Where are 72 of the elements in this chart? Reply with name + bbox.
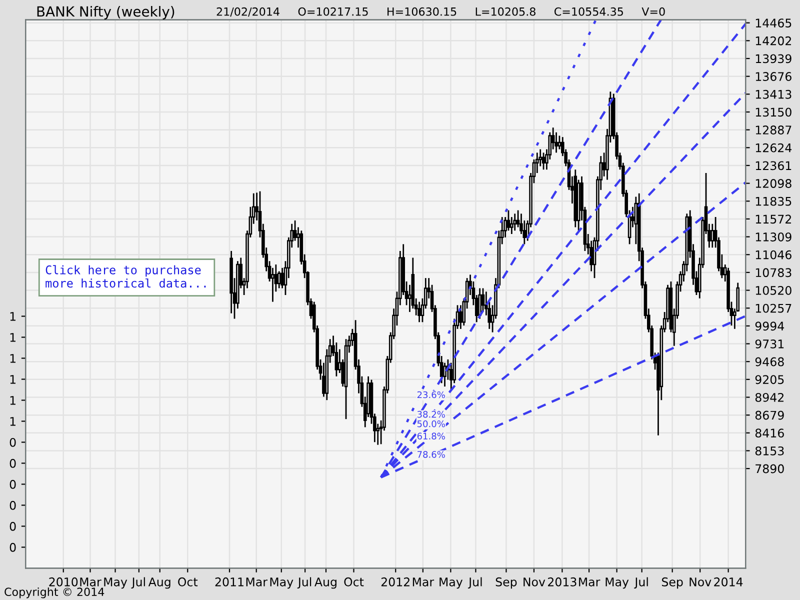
y-tick-label: 7890: [756, 464, 784, 474]
y-tick-label: 13150: [756, 108, 792, 117]
x-tick-label: Jul: [297, 577, 312, 589]
y-tick-label: 9468: [755, 357, 784, 366]
y-tick-label: 12361: [756, 161, 792, 170]
y-tick-label: 10520: [756, 286, 792, 295]
x-tick-label: Oct: [178, 577, 198, 586]
y-tick-label: 9994: [755, 322, 784, 331]
y2-tick-label: 1: [10, 375, 16, 384]
y-tick-label: 10257: [756, 304, 792, 313]
y-tick-label: 12887: [756, 126, 792, 134]
x-tick-label: Mar: [80, 578, 102, 586]
x-tick-label: May: [270, 578, 294, 589]
y-tick-label: 13413: [756, 90, 792, 99]
x-tick-label: May: [440, 578, 463, 589]
x-tick-label: May: [104, 578, 128, 589]
x-tick-label: Mar: [579, 578, 600, 586]
y-tick-label: 12098: [756, 179, 792, 188]
y2-tick-label: 0: [10, 438, 16, 447]
x-tick-label: Mar: [412, 578, 434, 586]
x-tick-label: 2011: [215, 577, 244, 586]
y-tick-label: 11309: [756, 232, 792, 242]
x-tick-label: Mar: [246, 578, 268, 586]
text: Copyright © 2014: [4, 587, 104, 598]
y-tick-label: 13676: [756, 72, 792, 81]
y-tick-label: 12624: [756, 143, 792, 152]
x-tick-label: Oct: [344, 577, 364, 586]
y-tick-label: 9731: [755, 339, 784, 348]
y-tick-label: 10783: [756, 268, 792, 278]
x-tick-label: Aug: [314, 578, 336, 589]
y2-tick-label: 0: [10, 458, 16, 468]
chart-title: BANK Nifty (weekly): [37, 6, 174, 20]
y2-tick-label: 1: [10, 417, 16, 426]
x-tick-label: Jul: [131, 577, 145, 589]
y2-tick-label: 0: [10, 542, 16, 552]
x-tick-label: Jul: [634, 577, 648, 589]
y2-tick-label: 1: [10, 354, 16, 363]
series-label: 50.0%: [417, 420, 445, 428]
chart-subtitle: 21/02/2014 O=10217.15 H=10630.15 L=10205.8 C=10554.35 V=0: [216, 7, 665, 17]
x-tick-label: Nov: [524, 578, 546, 586]
x-tick-label: May: [606, 578, 629, 589]
x-tick-label: 2010: [49, 577, 78, 586]
y2-tick-label: 0: [10, 480, 16, 489]
x-tick-label: 2013: [548, 577, 576, 586]
y2-tick-label: 1: [10, 396, 16, 405]
y2-tick-label: 1: [10, 333, 16, 342]
series-label: 61.8%: [417, 432, 445, 440]
y-tick-label: 9205: [755, 375, 784, 384]
y-tick-label: 13939: [756, 54, 792, 64]
x-tick-label: Aug: [148, 578, 170, 589]
y-tick-label: 8416: [755, 428, 784, 438]
y-tick-label: 14465: [756, 18, 792, 28]
y2-tick-label: 1: [10, 312, 16, 321]
y-tick-label: 8679: [755, 410, 784, 420]
x-tick-label: Jul: [468, 577, 482, 589]
y-tick-label: 11572: [756, 214, 791, 224]
series-label: 23.6%: [417, 391, 445, 398]
y-tick-label: 8153: [755, 446, 784, 456]
y2-tick-label: 0: [10, 522, 16, 531]
y-tick-label: 11835: [756, 196, 792, 206]
x-tick-label: 2012: [381, 577, 410, 586]
annotation: Click here to purchase more historical data...: [46, 265, 206, 288]
y-tick-label: 14202: [756, 36, 791, 46]
x-tick-label: Nov: [690, 578, 712, 586]
y-tick-label: 8942: [755, 392, 784, 402]
series-label: 78.6%: [418, 451, 445, 458]
x-tick-label: Sep: [662, 577, 683, 589]
x-tick-label: Sep: [496, 577, 517, 589]
y-tick-label: 11046: [756, 250, 792, 260]
y2-tick-label: 0: [10, 500, 16, 510]
series-label: 38.2%: [417, 410, 445, 418]
x-tick-label: 2014: [714, 577, 743, 586]
